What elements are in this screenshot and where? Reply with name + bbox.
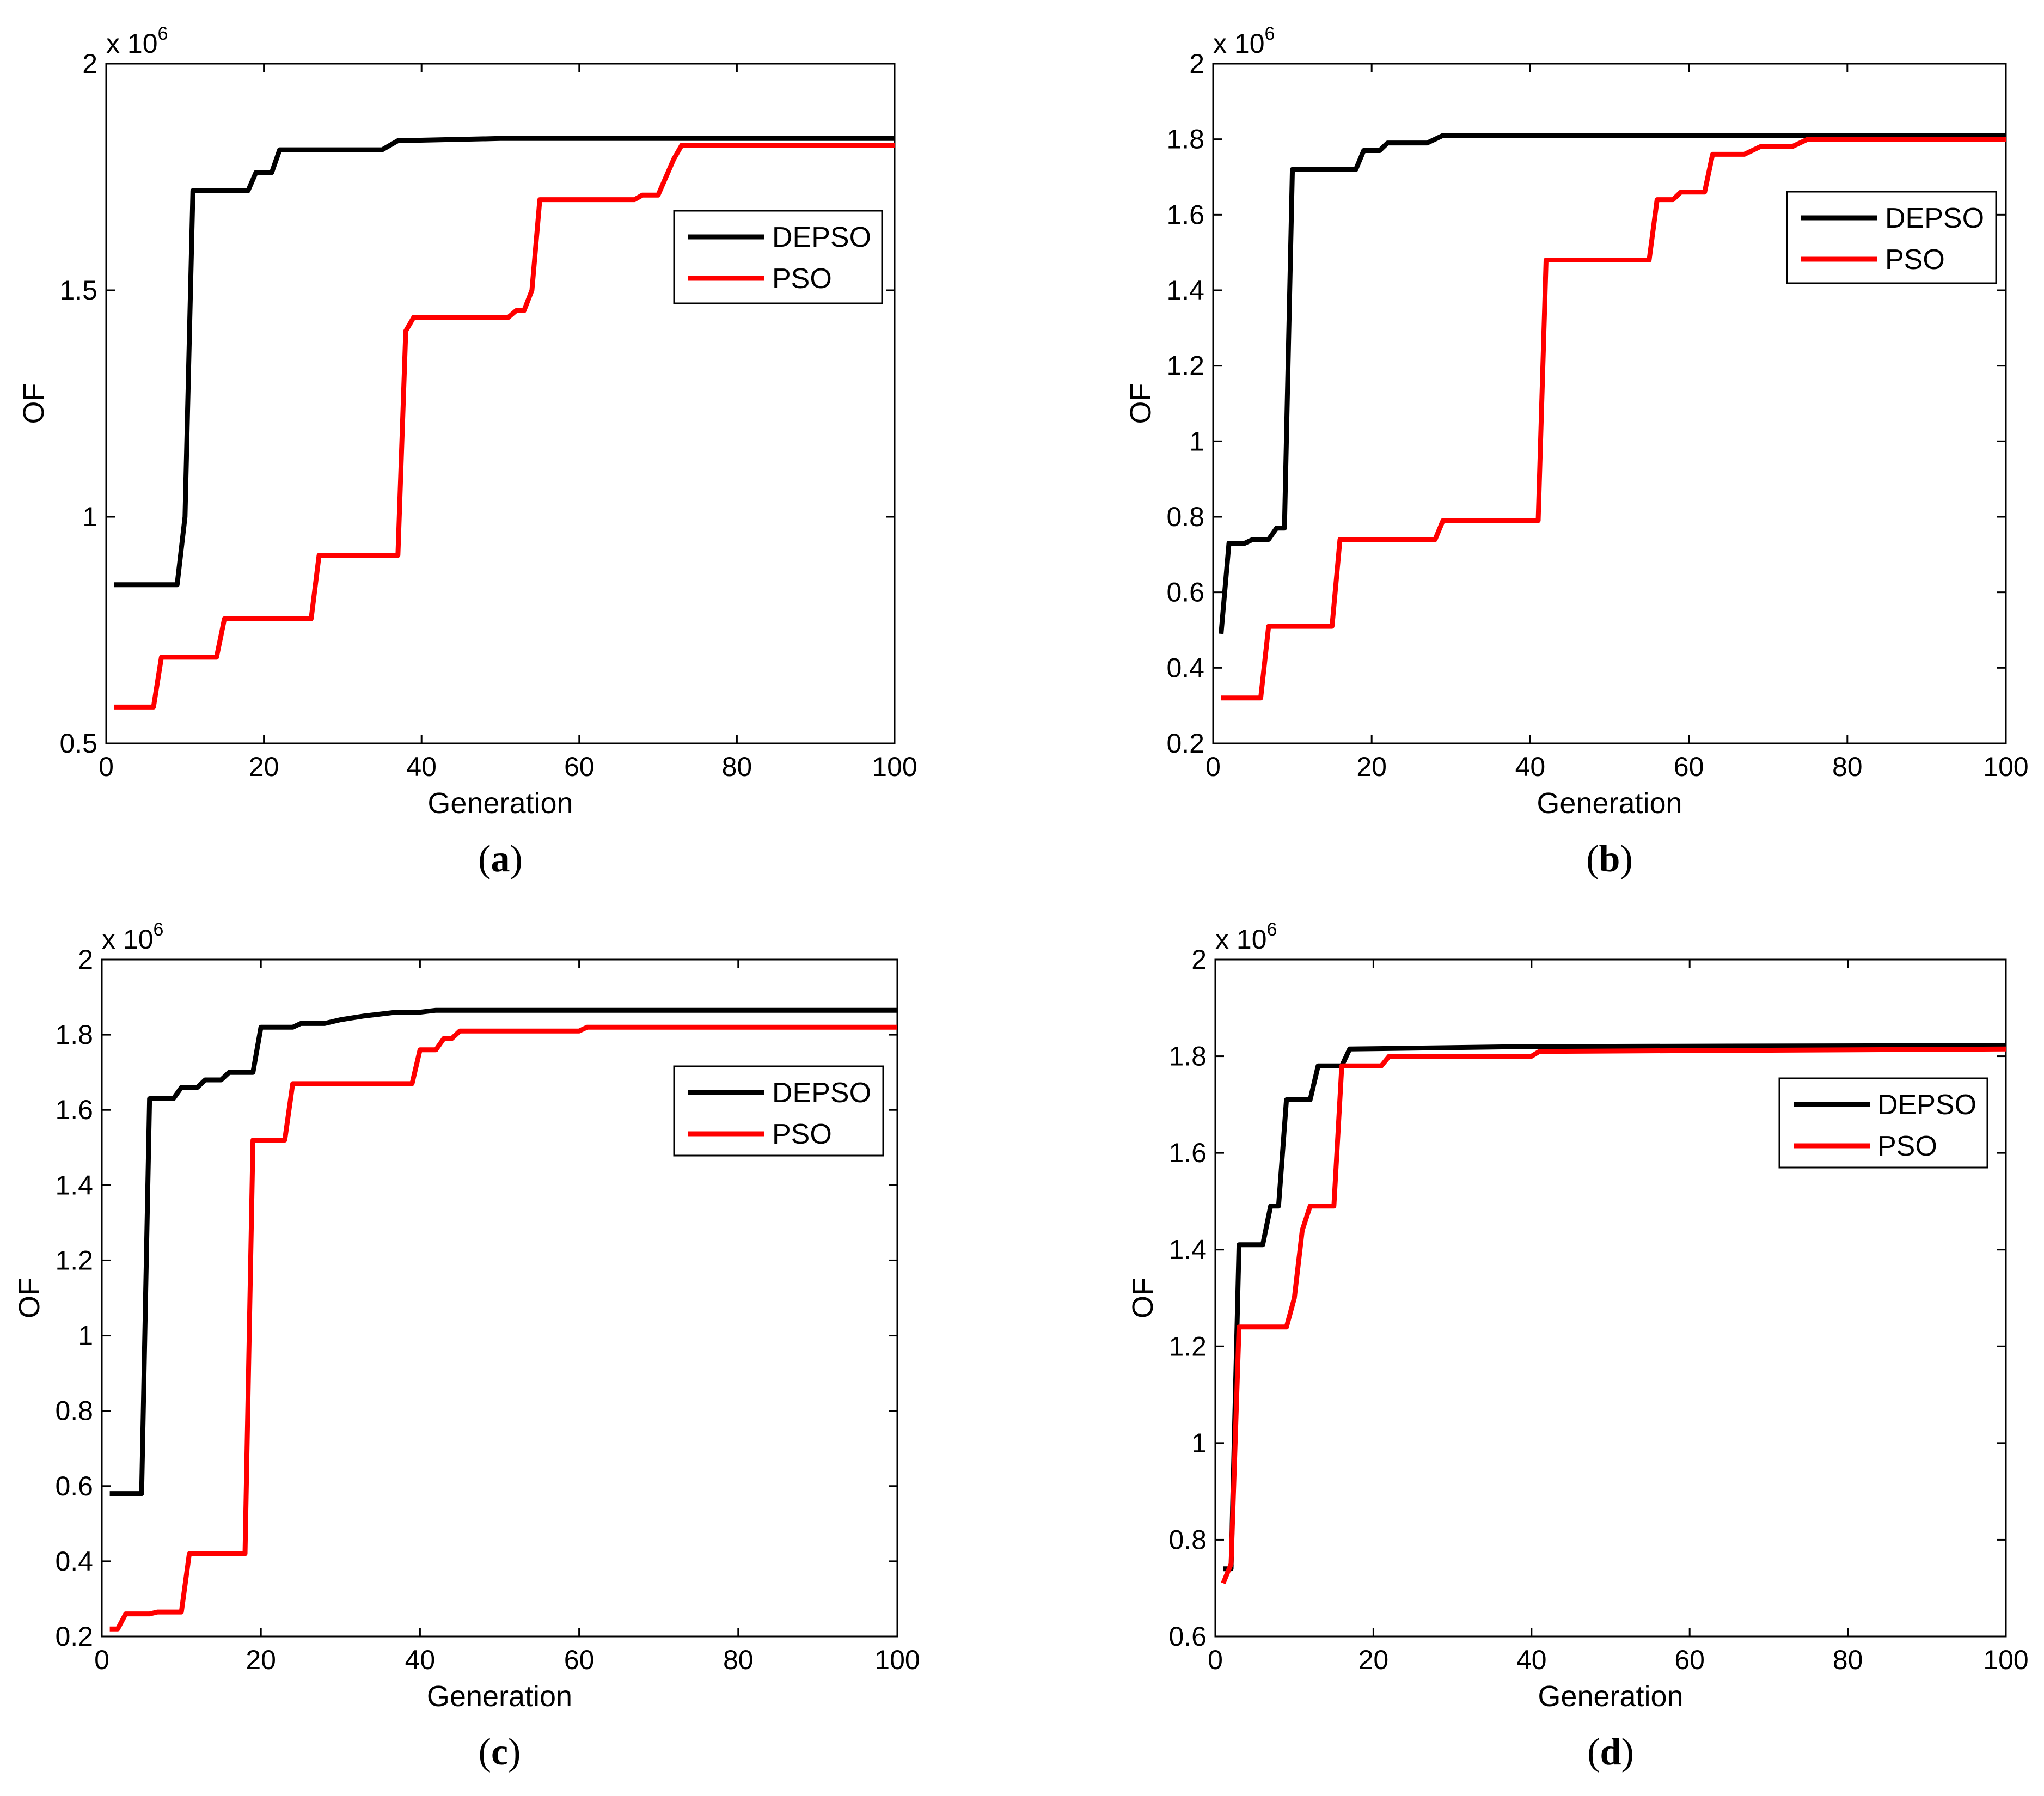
- y-tick-label: 1.5: [59, 275, 97, 306]
- x-tick-label: 60: [1674, 1645, 1705, 1675]
- y-tick-label: 0.2: [1166, 728, 1204, 759]
- legend-label-pso: PSO: [772, 263, 832, 295]
- y-axis-label: OF: [13, 1278, 46, 1318]
- x-tick-label: 80: [1833, 1645, 1863, 1675]
- x-tick-label: 60: [564, 1645, 595, 1675]
- plot-frame: [102, 960, 897, 1636]
- legend: DEPSO PSO: [674, 1066, 883, 1156]
- x-tick-label: 0: [1205, 752, 1221, 782]
- x-tick-label: 100: [872, 752, 917, 782]
- x-tick-label: 20: [246, 1645, 276, 1675]
- y-axis-label: OF: [1124, 383, 1157, 424]
- x-tick-label: 0: [94, 1645, 109, 1675]
- x-tick-label: 0: [1208, 1645, 1223, 1675]
- panel-b: 0 20 40 60 80 100 0.2 0.4 0.6 0.8 1 1.2 1.4 1.6 1.8 2 x …: [1124, 23, 2029, 880]
- legend-label-depso: DEPSO: [1877, 1089, 1976, 1121]
- y-tick-label: 1: [1189, 426, 1204, 456]
- y-tick-label: 0.2: [55, 1621, 93, 1652]
- y-tick-label: 1.4: [1168, 1235, 1207, 1265]
- x-tick-label: 40: [1516, 1645, 1547, 1675]
- y-tick-label: 0.8: [1168, 1524, 1207, 1555]
- x-tick-label: 60: [1674, 752, 1704, 782]
- y-tick-label: 0.4: [1166, 652, 1204, 683]
- y-axis-label: OF: [1127, 1278, 1159, 1318]
- y-exponent-label: x 106: [102, 919, 163, 955]
- y-tick-label: 0.8: [1166, 502, 1204, 532]
- y-tick-label: 0.6: [1166, 577, 1204, 608]
- legend-label-depso: DEPSO: [772, 222, 871, 253]
- y-exponent-label: x 106: [1215, 919, 1277, 955]
- plot-frame: [1213, 64, 2006, 743]
- y-tick-label: 1.6: [55, 1095, 93, 1125]
- y-tick-label: 1: [82, 502, 97, 532]
- x-tick-label: 40: [405, 1645, 436, 1675]
- x-axis-label: Generation: [1537, 787, 1682, 820]
- panel-a: 0 20 40 60 80 100 0.5 1 1.5 2 x 106 Generation OF DEP…: [17, 23, 917, 880]
- figure: 0 20 40 60 80 1000.511.52x 106GenerationOFDEP…: [0, 0, 2044, 1796]
- x-tick-label: 80: [722, 752, 752, 782]
- y-tick-label: 2: [78, 944, 93, 975]
- x-tick-label: 80: [723, 1645, 754, 1675]
- y-tick-label: 1.8: [1168, 1041, 1207, 1072]
- legend: DEPSO PSO: [674, 211, 882, 303]
- y-tick-label: 1.6: [1168, 1138, 1207, 1168]
- legend-label-pso: PSO: [772, 1119, 832, 1150]
- x-tick-label: 0: [99, 752, 114, 782]
- x-tick-label: 20: [1358, 1645, 1389, 1675]
- panel-caption: (c): [479, 1731, 521, 1773]
- legend: DEPSO PSO: [1779, 1078, 1987, 1168]
- y-tick-label: 2: [82, 48, 97, 79]
- x-tick-label: 20: [1356, 752, 1387, 782]
- y-tick-label: 1.2: [1168, 1331, 1207, 1361]
- y-tick-label: 0.6: [55, 1471, 93, 1501]
- y-axis-label: OF: [17, 383, 50, 424]
- legend-label-depso: DEPSO: [1885, 203, 1984, 234]
- x-tick-label: 60: [564, 752, 595, 782]
- y-tick-label: 1: [1191, 1428, 1207, 1458]
- y-tick-label: 2: [1189, 48, 1204, 79]
- y-tick-label: 0.5: [59, 728, 97, 759]
- legend-label-pso: PSO: [1885, 244, 1945, 276]
- y-tick-label: 0.8: [55, 1396, 93, 1426]
- y-tick-label: 0.4: [55, 1546, 93, 1577]
- legend-label-pso: PSO: [1877, 1131, 1937, 1162]
- y-tick-label: 2: [1191, 944, 1207, 975]
- legend: DEPSO PSO: [1787, 192, 1996, 283]
- y-tick-label: 1.4: [55, 1170, 93, 1200]
- plot-frame: [106, 64, 895, 743]
- panel-caption: (a): [478, 838, 523, 880]
- panel-c: 0 20 40 60 80 100 0.2 0.4 0.6 0.8 1 1.2 1.4 1.6 1.8 2 x …: [13, 919, 920, 1773]
- x-tick-label: 100: [874, 1645, 920, 1675]
- panel-caption: (b): [1586, 838, 1633, 880]
- x-axis-label: Generation: [427, 1680, 572, 1713]
- x-tick-label: 40: [1515, 752, 1546, 782]
- y-exponent-label: x 106: [1213, 23, 1275, 59]
- y-tick-label: 1.8: [55, 1019, 93, 1050]
- plot-frame: [1215, 960, 2006, 1636]
- x-tick-label: 100: [1983, 752, 2028, 782]
- panel-d: 0 20 40 60 80 100 0.6 0.8 1 1.2 1.4 1.6 1.8 2 x 106 Gen…: [1127, 919, 2029, 1773]
- legend-label-depso: DEPSO: [772, 1077, 871, 1109]
- y-tick-label: 1.2: [1166, 351, 1204, 381]
- x-tick-label: 100: [1983, 1645, 2028, 1675]
- y-tick-label: 1.6: [1166, 199, 1204, 230]
- panel-caption: (d): [1587, 1731, 1634, 1773]
- y-exponent-label: x 106: [106, 23, 168, 59]
- y-tick-label: 1: [78, 1321, 93, 1351]
- y-tick-label: 1.2: [55, 1245, 93, 1275]
- y-tick-label: 0.6: [1168, 1621, 1207, 1652]
- x-tick-label: 20: [249, 752, 279, 782]
- y-tick-label: 1.4: [1166, 275, 1204, 306]
- x-axis-label: Generation: [427, 787, 573, 820]
- x-tick-label: 80: [1832, 752, 1863, 782]
- y-tick-label: 1.8: [1166, 124, 1204, 155]
- x-axis-label: Generation: [1538, 1680, 1683, 1713]
- x-tick-label: 40: [406, 752, 437, 782]
